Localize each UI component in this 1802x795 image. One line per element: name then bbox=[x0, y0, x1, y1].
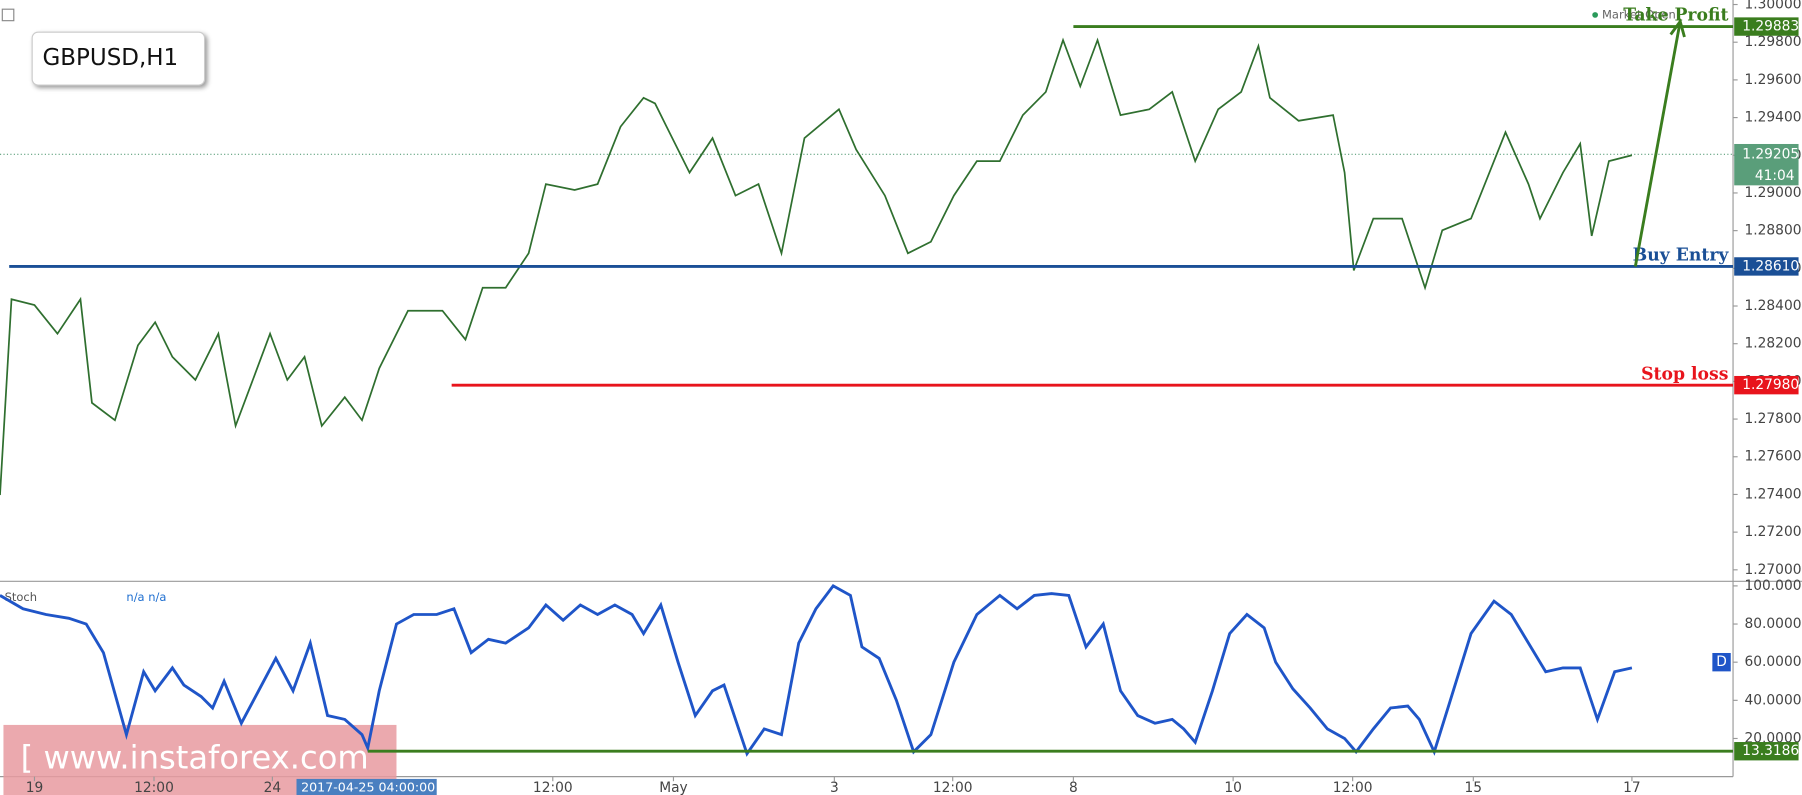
x-tick-label: 10 bbox=[1224, 780, 1242, 795]
symbol: GBPUSD,H1 bbox=[42, 45, 178, 71]
y-tick-label: 1.29400 bbox=[1745, 110, 1802, 126]
level-name: Take Profit bbox=[1623, 6, 1728, 26]
x-tick-label: 19 bbox=[26, 780, 44, 795]
y-tick-label: 80.0000 bbox=[1745, 616, 1802, 632]
arrow-shaft bbox=[1633, 21, 1682, 267]
x-tick-label: 17 bbox=[1623, 780, 1641, 795]
level-label: 1.29883 bbox=[1742, 19, 1799, 35]
x-tick-label: 3 bbox=[830, 780, 839, 795]
crosshair-time-box bbox=[296, 778, 437, 795]
level-label-box bbox=[1734, 742, 1799, 761]
level-label: 1.27980 bbox=[1742, 377, 1799, 393]
y-tick-label: 60.0000 bbox=[1745, 654, 1802, 670]
y-tick-label: 1.27400 bbox=[1745, 486, 1802, 502]
y-tick-label: 1.29800 bbox=[1745, 34, 1802, 50]
indicator-name: Stoch bbox=[5, 590, 37, 604]
y-tick-label: 100.0000 bbox=[1745, 578, 1802, 594]
y-tick-label: 1.27600 bbox=[1745, 449, 1802, 465]
y-tick-label: 1.27000 bbox=[1745, 562, 1802, 578]
level-label-box bbox=[1734, 375, 1799, 395]
last-price-label: 1.29205 bbox=[1742, 146, 1799, 162]
last-price-box bbox=[1734, 143, 1799, 186]
series-line bbox=[0, 584, 1633, 757]
arrow-head bbox=[1669, 18, 1686, 38]
y-tick-label: 1.28200 bbox=[1745, 336, 1802, 352]
x-tick-label: 12:00 bbox=[533, 780, 573, 795]
x-tick-label: 15 bbox=[1465, 780, 1483, 795]
level-name: Buy Entry bbox=[1633, 246, 1730, 266]
market-status: Market Open bbox=[1602, 7, 1676, 21]
y-tick-label: 1.27200 bbox=[1745, 524, 1802, 540]
x-tick-label: 8 bbox=[1069, 780, 1078, 795]
symbol-box bbox=[31, 31, 206, 86]
y-tick-label: 1.28400 bbox=[1745, 298, 1802, 314]
y-tick-label: 1.27800 bbox=[1745, 411, 1802, 427]
level-label-box bbox=[1734, 257, 1799, 276]
badge-box bbox=[1712, 652, 1731, 672]
x-tick-label: 24 bbox=[264, 780, 282, 795]
level-label: 1.28610 bbox=[1742, 258, 1799, 274]
badge: D bbox=[1716, 654, 1727, 670]
y-tick-label: 40.0000 bbox=[1745, 692, 1802, 708]
x-tick-label: May bbox=[659, 780, 687, 795]
x-tick-label: 12:00 bbox=[933, 780, 973, 795]
watermark: [ www.instaforex.com bbox=[21, 738, 369, 776]
x-tick-label: 12:00 bbox=[134, 780, 174, 795]
y-tick-label: 1.29600 bbox=[1745, 72, 1802, 88]
indicator-values: n/a n/a bbox=[126, 590, 166, 604]
series-line bbox=[0, 37, 1633, 496]
level-name: Stop loss bbox=[1641, 364, 1728, 384]
crosshair-time: 2017-04-25 04:00:00 bbox=[301, 780, 435, 795]
y-tick-label: 1.30000 bbox=[1745, 0, 1802, 13]
collapse-button[interactable] bbox=[1, 8, 15, 22]
level-label: 13.3186 bbox=[1742, 743, 1799, 759]
market-dot bbox=[1592, 12, 1599, 18]
x-tick-label: 12:00 bbox=[1333, 780, 1373, 795]
countdown: 41:04 bbox=[1755, 168, 1795, 184]
y-tick-label: 1.28800 bbox=[1745, 223, 1802, 239]
level-label-box bbox=[1734, 17, 1799, 36]
y-tick-label: 1.29000 bbox=[1745, 185, 1802, 201]
